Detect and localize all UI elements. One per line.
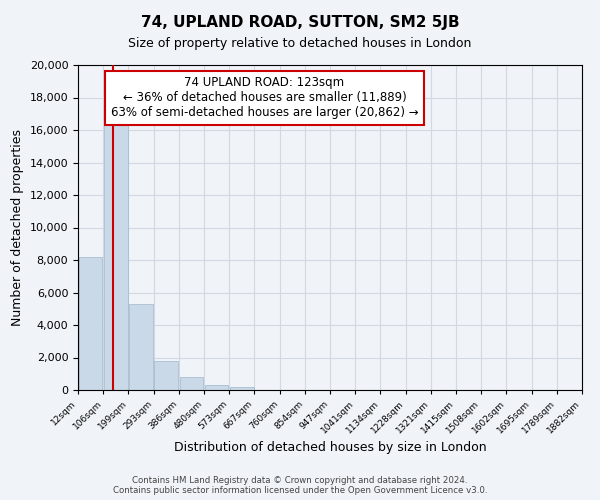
Bar xyxy=(230,387,254,390)
Y-axis label: Number of detached properties: Number of detached properties xyxy=(11,129,24,326)
Bar xyxy=(104,118,128,390)
Text: Contains HM Land Registry data © Crown copyright and database right 2024.
Contai: Contains HM Land Registry data © Crown c… xyxy=(113,476,487,495)
X-axis label: Distribution of detached houses by size in London: Distribution of detached houses by size … xyxy=(173,440,487,454)
Text: 74, UPLAND ROAD, SUTTON, SM2 5JB: 74, UPLAND ROAD, SUTTON, SM2 5JB xyxy=(140,15,460,30)
Bar xyxy=(79,257,103,390)
Bar xyxy=(154,361,178,390)
Bar xyxy=(129,304,153,390)
Bar xyxy=(205,385,229,390)
Text: Size of property relative to detached houses in London: Size of property relative to detached ho… xyxy=(128,38,472,51)
Text: 74 UPLAND ROAD: 123sqm
← 36% of detached houses are smaller (11,889)
63% of semi: 74 UPLAND ROAD: 123sqm ← 36% of detached… xyxy=(110,76,418,120)
Bar xyxy=(179,377,203,390)
